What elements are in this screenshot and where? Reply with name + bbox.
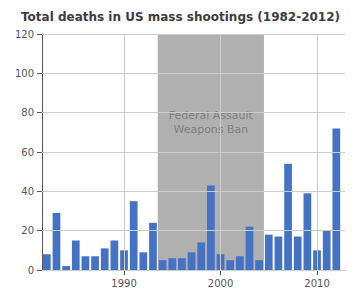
svg-text:120: 120 (15, 29, 34, 40)
svg-text:40: 40 (21, 186, 34, 197)
svg-text:Federal Assault: Federal Assault (169, 109, 254, 122)
svg-text:Weapons Ban: Weapons Ban (173, 123, 248, 136)
svg-text:20: 20 (21, 225, 34, 236)
svg-text:2010: 2010 (304, 278, 329, 289)
svg-text:Total deaths in US mass shooti: Total deaths in US mass shootings (1982-… (21, 10, 340, 24)
svg-text:80: 80 (21, 107, 34, 118)
svg-text:0: 0 (28, 265, 34, 276)
svg-text:2000: 2000 (208, 278, 233, 289)
svg-text:60: 60 (21, 147, 34, 158)
svg-text:1990: 1990 (111, 278, 136, 289)
svg-text:100: 100 (15, 68, 34, 79)
